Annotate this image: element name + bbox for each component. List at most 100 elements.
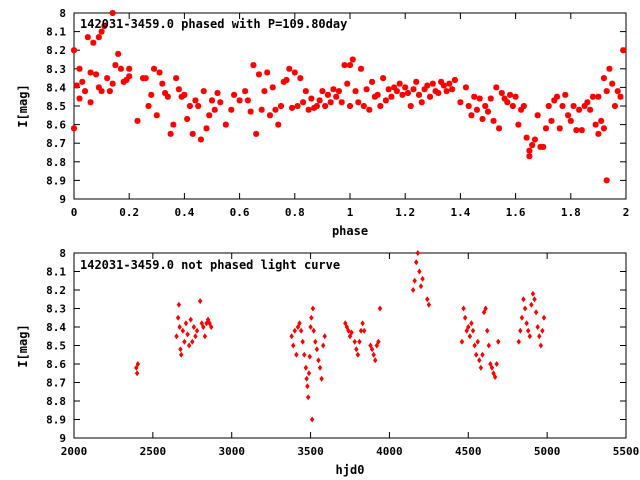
unphased-data-point: [352, 338, 357, 345]
phased-data-point: [496, 125, 503, 132]
unphased-data-point: [201, 324, 206, 330]
unphased-y-tick-label: 9: [59, 432, 66, 445]
phased-data-point: [294, 103, 301, 109]
phased-data-point: [289, 104, 296, 111]
phased-data-point: [280, 78, 287, 85]
phased-data-point: [76, 65, 83, 72]
phased-y-tick-label: 8.3: [46, 63, 66, 76]
phased-data-point: [79, 78, 86, 85]
phased-data-point: [338, 99, 345, 106]
phased-y-tick-label: 8.1: [46, 26, 66, 39]
phased-data-point: [278, 103, 284, 109]
unphased-data-point: [412, 277, 417, 284]
phased-data-point: [109, 80, 116, 87]
unphased-y-tick-label: 8.9: [46, 414, 66, 427]
phased-data-point: [421, 86, 428, 93]
unphased-data-point: [186, 342, 192, 349]
phased-data-point: [98, 88, 105, 95]
phased-data-point: [611, 103, 618, 109]
phased-data-point: [352, 88, 359, 95]
unphased-data-point: [314, 346, 320, 353]
phased-data-point: [559, 103, 566, 109]
phased-data-point: [416, 91, 422, 98]
phased-data-point: [509, 103, 516, 109]
unphased-data-point: [373, 357, 378, 364]
phased-data-points: [71, 10, 627, 184]
unphased-data-point: [420, 275, 425, 282]
phased-data-point: [341, 62, 348, 69]
phased-y-tick-label: 8.7: [46, 137, 66, 150]
phased-data-point: [322, 103, 329, 109]
phased-data-point: [236, 97, 243, 104]
phased-data-point: [84, 34, 91, 41]
phased-data-point: [159, 80, 166, 87]
phased-data-point: [573, 127, 580, 134]
phased-data-point: [449, 86, 456, 93]
phased-data-point: [95, 34, 102, 41]
phased-x-tick-label: 0: [71, 206, 78, 219]
unphased-data-point: [425, 296, 430, 303]
phased-data-point: [418, 99, 425, 106]
phased-data-point: [529, 142, 536, 149]
phased-data-point: [603, 88, 610, 95]
phased-data-point: [186, 103, 193, 109]
phased-data-point: [148, 91, 155, 98]
phased-data-point: [551, 97, 558, 104]
phased-data-point: [468, 112, 475, 119]
phased-x-tick-label: 1.6: [506, 206, 526, 219]
unphased-data-point: [533, 309, 539, 316]
phased-data-point: [206, 112, 213, 119]
phased-data-point: [526, 147, 533, 154]
phased-data-point: [589, 93, 596, 100]
unphased-x-tick-label: 3500: [297, 445, 324, 458]
phased-data-point: [82, 88, 89, 95]
phased-data-point: [380, 75, 387, 82]
phased-data-point: [526, 153, 533, 160]
phased-data-point: [300, 99, 307, 106]
unphased-data-point: [486, 342, 491, 349]
unphased-data-point: [311, 327, 316, 334]
phased-data-point: [335, 88, 342, 95]
unphased-data-point: [310, 305, 316, 312]
unphased-data-point: [371, 351, 376, 358]
unphased-data-point: [426, 301, 432, 308]
phased-data-point: [377, 103, 384, 109]
phased-data-point: [211, 106, 218, 113]
phased-data-point: [562, 91, 569, 98]
phased-data-point: [518, 106, 525, 113]
phased-data-point: [297, 75, 304, 82]
phased-data-point: [440, 82, 447, 89]
unphased-data-point: [489, 364, 495, 371]
phased-data-point: [250, 62, 257, 69]
unphased-x-tick-label: 4000: [376, 445, 403, 458]
phased-data-point: [272, 106, 279, 113]
unphased-data-point: [535, 324, 540, 330]
phased-data-point: [302, 88, 309, 95]
unphased-data-point: [469, 320, 474, 327]
unphased-data-point: [526, 327, 531, 334]
unphased-data-point: [377, 305, 383, 312]
phased-light-curve-chart: 0 0.2 0.4 0.6 0.8 1 1.2 1.4 1.6 1.8 2 8 8.1 8.2 8.3 8.4…: [16, 7, 629, 238]
phased-data-point: [507, 91, 514, 98]
phased-data-point: [504, 99, 511, 106]
phased-data-point: [76, 95, 83, 102]
unphased-data-point: [197, 298, 203, 305]
unphased-data-point: [522, 305, 528, 312]
phased-data-point: [173, 75, 180, 82]
unphased-data-point: [322, 333, 327, 340]
phased-data-point: [540, 143, 547, 150]
phased-data-point: [396, 80, 403, 87]
phased-data-point: [606, 65, 613, 72]
unphased-x-tick-label: 2500: [140, 445, 167, 458]
unphased-data-point: [174, 333, 179, 340]
phased-data-point: [485, 108, 491, 115]
unphased-data-point: [524, 320, 529, 327]
unphased-data-point: [492, 373, 498, 380]
unphased-data-point: [300, 338, 305, 345]
phased-data-point: [520, 103, 527, 109]
phased-data-point: [614, 88, 621, 95]
unphased-data-point: [473, 351, 479, 358]
unphased-data-point: [183, 320, 189, 327]
unphased-data-point: [496, 338, 501, 345]
phased-data-point: [385, 86, 392, 93]
